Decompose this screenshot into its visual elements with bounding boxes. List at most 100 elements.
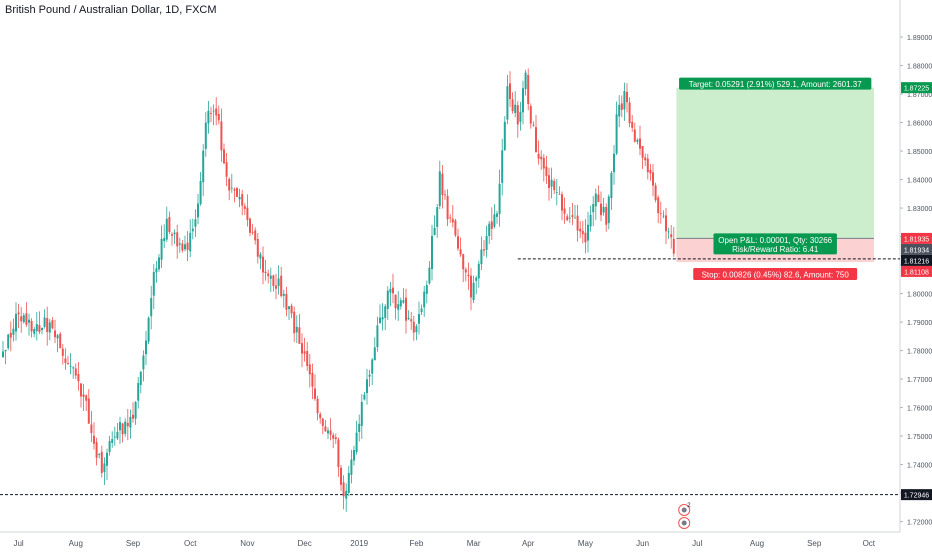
candle [373,337,376,361]
candle-body [428,267,431,284]
candle [17,303,20,329]
candle-body [298,327,301,344]
candle [350,449,353,484]
candle [493,204,496,229]
candle [243,203,246,216]
candle-body [69,366,72,367]
candle-body [275,285,277,289]
candle-body [475,277,478,281]
candle-body [472,282,475,301]
candle-body [615,114,618,154]
candle-body [550,179,553,187]
candle [514,91,517,118]
candle-body [246,207,249,220]
candle-body [74,368,77,376]
candle-body [108,441,111,452]
candle [657,195,660,224]
candle-body [116,431,119,439]
candle-body [217,114,220,121]
candle [581,220,584,244]
candle [145,330,147,366]
candle-body [340,467,342,485]
candle [381,303,384,331]
price-axis-labels: 1.87225 1.81935 1.81934 1.81216 1.81108 1.729… [901,82,932,501]
candle [394,294,397,320]
candle-body [558,193,561,195]
candle-body [321,418,324,426]
candle-body [470,275,472,298]
candle-body [106,452,108,466]
candle [269,267,272,293]
candle [327,427,329,440]
candle [106,448,108,480]
candle-body [623,91,626,110]
candle [436,203,439,238]
candle-body [433,227,436,236]
candle-body [480,249,483,265]
candle [108,436,111,456]
candle [353,445,355,466]
candle [129,409,132,439]
candle [199,172,202,206]
candle-body [199,180,202,205]
candle-body [423,291,426,308]
candle [524,69,527,96]
candle-body [163,238,166,242]
candle-body [113,436,116,438]
price-tick-label: 1.77000 [907,377,932,384]
candle [347,466,350,497]
candle [9,321,12,352]
candle [80,383,82,408]
price-tick-label: 1.86000 [907,121,932,128]
candle [418,301,420,335]
candle-body [269,275,272,279]
candle-body [158,257,160,270]
candle [670,224,673,249]
candle-body [581,230,584,235]
long-position-tool: Target: 0.05291 (2.91%) 529.1, Amount: 2… [676,77,874,280]
candle-body [355,432,358,452]
candle-body [537,153,540,159]
candle [550,167,553,199]
candle-body [233,189,236,191]
candle-body [535,127,537,153]
candle [251,224,254,235]
price-axis: 1.89000 1.88000 1.87000 1.86000 1.85000 1.840… [900,35,932,527]
candle [579,221,582,239]
time-tick-label: Apr [522,539,535,548]
candle-body [285,293,288,310]
candle [98,453,101,459]
candle [615,101,618,155]
candle [103,457,106,485]
candle [485,225,488,258]
candle [22,312,25,324]
price-tick-label: 1.78000 [907,349,932,356]
candle [288,306,290,321]
candle-body [303,351,306,354]
time-tick-label: 2019 [350,539,368,548]
candle-body [7,334,10,349]
pnl-label-text: Risk/Reward Ratio: 6.41 [732,245,819,254]
candle-body [142,355,145,370]
candle-body [574,217,576,219]
time-tick-label: Jul [13,539,23,548]
candle-body [459,249,462,255]
candle-body [33,329,36,334]
candle [412,315,415,341]
candle [147,316,150,345]
candle [366,369,368,405]
candle-body [4,349,7,352]
candle-body [342,482,345,497]
candle [410,312,413,330]
candle [236,186,238,197]
candle-body [134,401,137,419]
candle-body [12,328,15,335]
candle-body [654,185,657,201]
candle-body [457,236,459,249]
candle [184,235,186,252]
candle [659,201,662,224]
candle [25,302,28,327]
candle [389,282,392,307]
